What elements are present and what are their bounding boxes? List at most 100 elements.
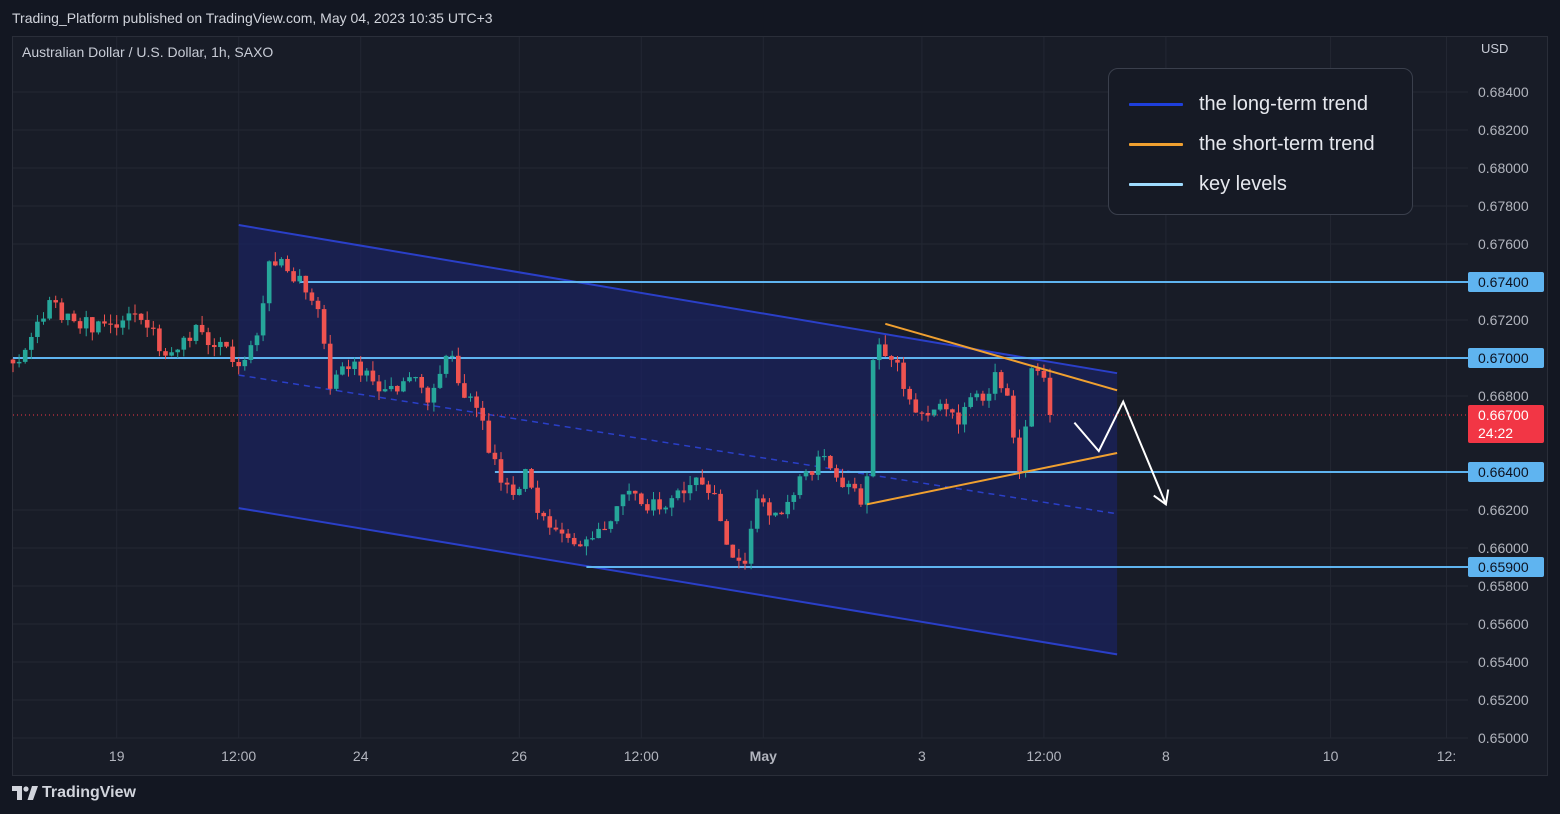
symbol-title: Australian Dollar / U.S. Dollar, 1h, SAX… — [22, 44, 274, 60]
long-term-trend-channel — [238, 224, 1118, 656]
candle-body — [645, 504, 650, 511]
candle-body — [828, 455, 833, 469]
price-tick-label: 0.65200 — [1478, 692, 1529, 708]
price-tick-label: 0.67600 — [1478, 236, 1529, 252]
candle-body — [144, 319, 150, 328]
legend-swatch-short-term — [1129, 143, 1183, 146]
candle-body — [590, 538, 595, 540]
candle-body — [279, 258, 284, 266]
candle-body — [773, 512, 778, 516]
candle-body — [41, 318, 46, 322]
candle-body — [608, 521, 614, 529]
candle-body — [266, 261, 272, 304]
candle-body — [901, 362, 906, 389]
candle-body — [273, 261, 278, 266]
time-tick-label: 8 — [1162, 748, 1170, 764]
candle-body — [163, 351, 168, 356]
candle-body — [425, 387, 431, 403]
short-term-lower-line — [866, 452, 1118, 506]
candle-body — [626, 490, 632, 495]
candle-body — [462, 383, 467, 398]
candle-body — [187, 337, 193, 341]
candle-body — [254, 335, 260, 346]
candle-body — [291, 271, 296, 282]
key-level-price-label: 0.65900 — [1478, 559, 1529, 575]
candle-body — [718, 493, 723, 522]
candle-body — [681, 490, 687, 494]
footer-brand-text: TradingView — [42, 784, 136, 801]
candle-body — [523, 469, 528, 489]
candle-body — [114, 324, 119, 328]
key-levels — [13, 281, 1468, 568]
candle-body — [242, 359, 248, 367]
candle-body — [22, 349, 28, 362]
candle-body — [71, 313, 77, 322]
candle-body — [876, 344, 882, 361]
candle-body — [895, 359, 900, 363]
candle-body — [468, 396, 473, 398]
candle-body — [974, 393, 980, 398]
candle-body — [437, 373, 443, 388]
time-tick-label: 26 — [512, 748, 528, 764]
candle-body — [797, 476, 803, 496]
price-tick-label: 0.66000 — [1478, 540, 1529, 556]
projection-arrowhead — [1153, 489, 1170, 507]
legend: the long-term trend the short-term trend… — [1108, 68, 1413, 215]
candle-body — [419, 377, 424, 388]
candle-body — [517, 488, 522, 495]
candle-body — [834, 468, 839, 478]
candle-body — [937, 403, 943, 410]
candle-body — [687, 485, 693, 494]
candle-body — [224, 341, 229, 347]
key-level-price-label: 0.67400 — [1478, 274, 1529, 290]
candle-body — [730, 544, 736, 558]
candle-body — [364, 370, 370, 376]
candle-body — [315, 300, 321, 310]
key-level-price-badge — [1468, 272, 1544, 292]
candle-body — [218, 341, 223, 348]
candle-body — [297, 275, 302, 282]
candle-body — [529, 469, 534, 488]
candle-body — [346, 366, 351, 370]
candle-body — [632, 490, 638, 494]
candle-body — [578, 544, 583, 547]
price-tick-label: 0.66800 — [1478, 388, 1529, 404]
candle-body — [986, 393, 992, 401]
candle-body — [968, 397, 973, 407]
price-axis: 0.68400 0.68200 0.68000 0.67800 0.67600 0.672… — [1468, 84, 1544, 746]
candle-body — [181, 337, 187, 350]
candle-body — [712, 492, 717, 495]
candle-body — [16, 361, 22, 364]
candle-body — [59, 302, 65, 321]
short-term-upper-line — [885, 322, 1118, 392]
candle-body — [748, 528, 754, 564]
candle-body — [230, 346, 235, 362]
price-tick-label: 0.67800 — [1478, 198, 1529, 214]
candle-body — [846, 483, 851, 488]
candle-body — [486, 420, 492, 453]
candle-body — [1041, 370, 1047, 378]
footer-branding[interactable]: TradingView — [12, 784, 136, 802]
price-tick-label: 0.68000 — [1478, 160, 1529, 176]
candle-body — [83, 317, 89, 329]
price-tick-label: 0.65800 — [1478, 578, 1529, 594]
currency-label: USD — [1481, 41, 1509, 56]
time-tick-label: 12:00 — [221, 748, 256, 764]
candle-body — [883, 344, 888, 357]
candle-body — [303, 275, 309, 293]
candle-body — [492, 452, 498, 460]
candle-body — [29, 336, 34, 350]
price-tick-label: 0.65400 — [1478, 654, 1529, 670]
time-tick-label: 24 — [353, 748, 369, 764]
candle-body — [370, 370, 376, 382]
candle-body — [724, 521, 729, 545]
candle-body — [675, 490, 681, 499]
candle-body — [1035, 368, 1041, 371]
key-level-price-badge — [1468, 348, 1544, 368]
current-price-badge — [1468, 405, 1544, 443]
key-level-price-badge — [1468, 462, 1544, 482]
tradingview-logo-icon — [12, 786, 38, 800]
candle-body — [950, 409, 955, 413]
price-tick-label: 0.68200 — [1478, 122, 1529, 138]
